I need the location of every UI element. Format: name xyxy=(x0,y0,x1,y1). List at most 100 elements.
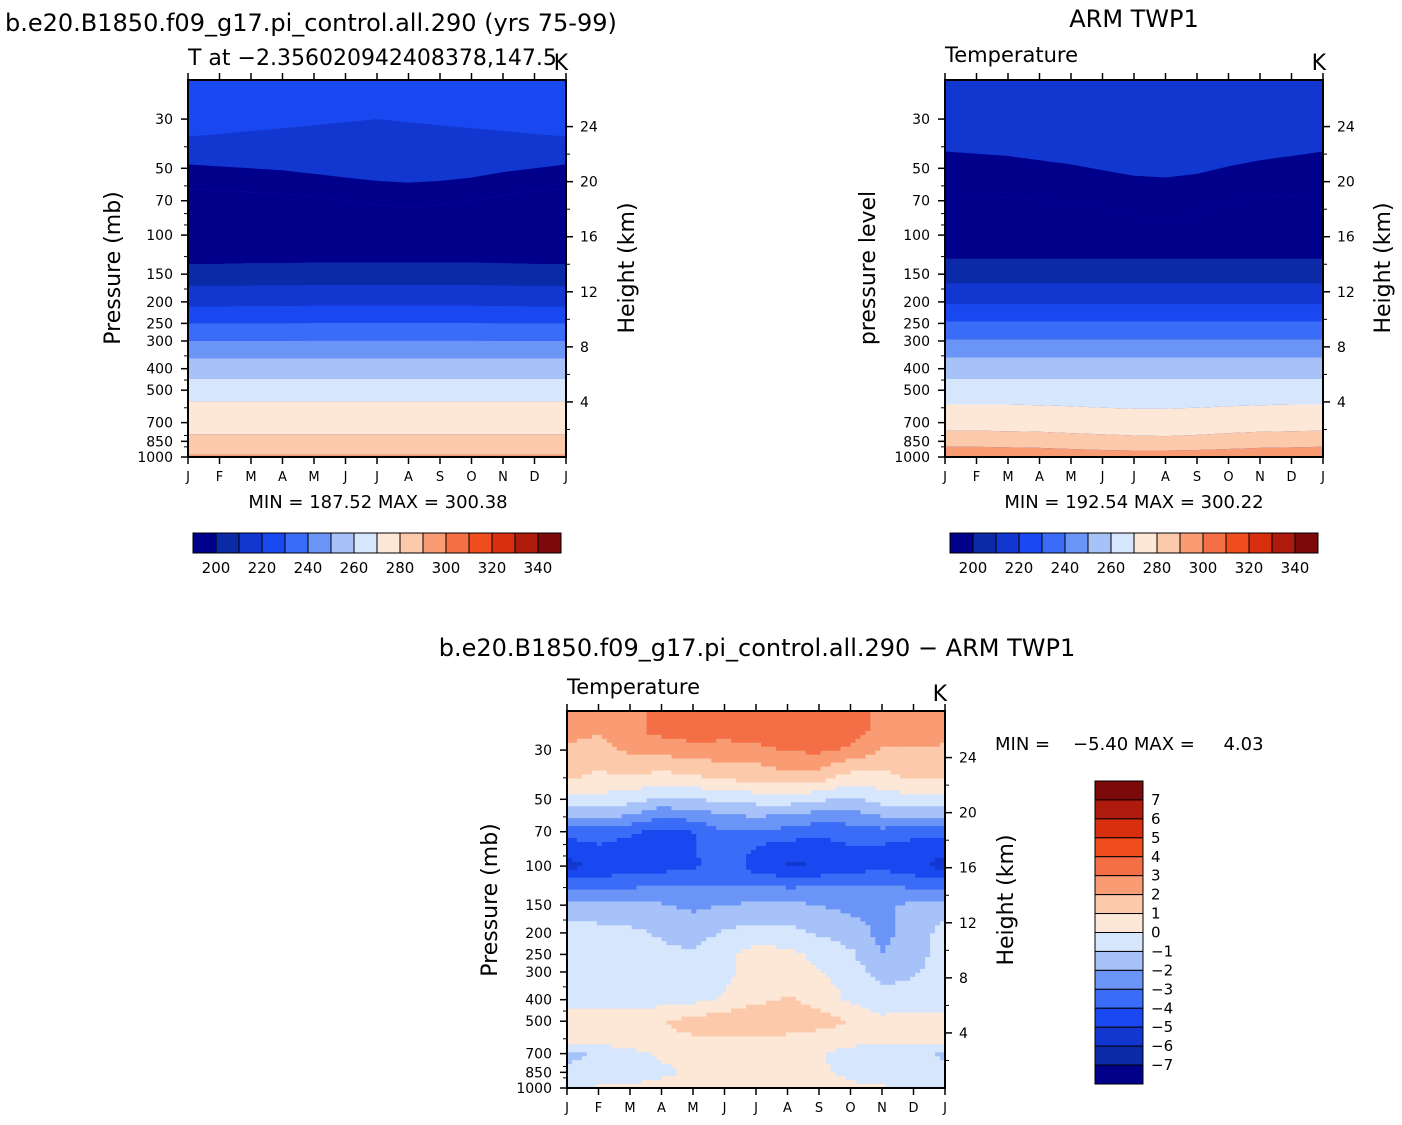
diff-panel-cell xyxy=(741,857,747,863)
diff-panel-cell xyxy=(651,738,658,744)
diff-panel-cell xyxy=(671,758,678,764)
diff-panel-cell xyxy=(666,901,673,907)
diff-panel-cell xyxy=(840,873,847,879)
diff-panel-cell xyxy=(706,798,712,803)
diff-panel-cell xyxy=(865,901,871,907)
diff-panel-cell xyxy=(711,722,717,728)
diff-panel-cell xyxy=(845,897,852,903)
diff-panel-cell xyxy=(850,762,857,768)
diff-panel-cell xyxy=(765,734,772,740)
diff-panel-cell xyxy=(820,826,827,831)
diff-panel-cell xyxy=(631,802,638,807)
diff-panel-cell xyxy=(661,861,668,867)
diff-panel-cell xyxy=(636,893,643,899)
diff-panel-cell xyxy=(815,885,822,891)
diff-panel-cell xyxy=(845,881,852,887)
diff-panel-cell xyxy=(586,877,593,883)
diff-panel-cell xyxy=(666,897,673,903)
diff-panel-cell xyxy=(805,861,812,867)
diff-panel-cell xyxy=(586,794,593,799)
diff-panel-cell xyxy=(681,826,687,831)
diff-panel-cell xyxy=(731,929,737,934)
diff-panel-cell xyxy=(775,837,782,843)
diff-panel-cell xyxy=(860,722,867,728)
diff-panel-cell xyxy=(835,845,842,851)
diff-panel-cell xyxy=(800,806,807,811)
diff-panel-cell xyxy=(576,853,583,859)
diff-panel-cell xyxy=(746,841,752,847)
diff-panel-cell xyxy=(696,877,702,883)
diff-panel-cell xyxy=(850,857,857,863)
diff-panel-cell xyxy=(760,925,767,930)
diff-panel-cell xyxy=(576,750,583,756)
diff-panel-cell xyxy=(875,941,881,946)
diff-panel-cell xyxy=(631,945,638,950)
diff-panel-cell xyxy=(760,746,767,752)
diff-panel-cell xyxy=(631,774,638,780)
diff-panel-cell xyxy=(905,857,911,863)
diff-panel-cell xyxy=(855,857,862,863)
diff-panel-cell xyxy=(686,718,692,724)
diff-panel-cell xyxy=(601,873,608,879)
diff-panel-cell xyxy=(925,841,931,847)
diff-panel-cell xyxy=(935,877,941,883)
diff-panel-cell xyxy=(895,782,901,787)
diff-panel-cell xyxy=(636,730,643,736)
diff-panel-cell xyxy=(606,734,613,740)
diff-panel-cell xyxy=(785,925,792,930)
diff-panel-cell xyxy=(656,826,663,831)
diff-panel-cell xyxy=(691,758,697,764)
diff-panel-cell xyxy=(567,806,573,811)
diff-panel-cell xyxy=(721,865,727,871)
diff-panel-cell xyxy=(567,905,573,911)
diff-panel-cell xyxy=(910,857,916,863)
diff-panel-cell xyxy=(795,941,802,946)
diff-panel-cell xyxy=(636,822,643,827)
diff-panel-cell xyxy=(890,774,896,780)
diff-panel-cell xyxy=(641,845,648,851)
diff-panel-cell xyxy=(736,945,742,950)
diff-panel-cell xyxy=(741,786,747,791)
diff-panel-cell xyxy=(825,778,832,784)
diff-panel-cell xyxy=(651,726,658,732)
diff-panel-cell xyxy=(855,818,862,823)
model-panel-xtick-label: N xyxy=(498,470,508,485)
diff-panel-cell xyxy=(870,834,876,839)
model-panel-xtick-label: A xyxy=(404,470,413,485)
diff-panel-cell xyxy=(751,841,757,847)
diff-panel-cell xyxy=(601,941,608,946)
diff-panel-cell xyxy=(731,738,737,744)
diff-panel-cell xyxy=(731,782,737,787)
diff-panel-cell xyxy=(760,841,767,847)
diff-panel-cell xyxy=(910,786,916,791)
diff-panel-cell xyxy=(741,889,747,895)
diff-panel-cell xyxy=(920,885,926,891)
diff-panel-cell xyxy=(661,750,668,756)
diff-panel-cell xyxy=(751,933,757,938)
diff-panel-cell xyxy=(845,861,852,867)
diff-panel-cell xyxy=(751,937,757,942)
diff-panel-cell xyxy=(915,953,921,958)
diff-panel-cell xyxy=(631,766,638,772)
diff-panel-cell xyxy=(835,834,842,839)
diff-panel-cell xyxy=(651,718,658,724)
diff-panel-cell xyxy=(905,786,911,791)
diff-panel-cell xyxy=(656,766,663,772)
diff-panel-cell xyxy=(900,722,906,728)
diff-panel-cell xyxy=(910,806,916,811)
diff-panel-cell xyxy=(910,722,916,728)
diff-panel-cell xyxy=(785,849,792,855)
diff-panel-cell xyxy=(616,861,623,867)
diff-panel-cell xyxy=(701,869,707,875)
diff-panel-cell xyxy=(671,806,678,811)
diff-panel-cell xyxy=(935,782,941,787)
diff-panel-cell xyxy=(835,742,842,748)
diff-panel-cell xyxy=(676,937,682,942)
diff-panel-cell xyxy=(940,893,946,899)
diff-panel-cell xyxy=(780,917,787,922)
diff-panel-cell xyxy=(890,746,896,752)
diff-panel-cell xyxy=(785,826,792,831)
diff-panel-cell xyxy=(845,762,852,768)
diff-panel-cell xyxy=(701,953,707,958)
diff-panel-cell xyxy=(696,734,702,740)
